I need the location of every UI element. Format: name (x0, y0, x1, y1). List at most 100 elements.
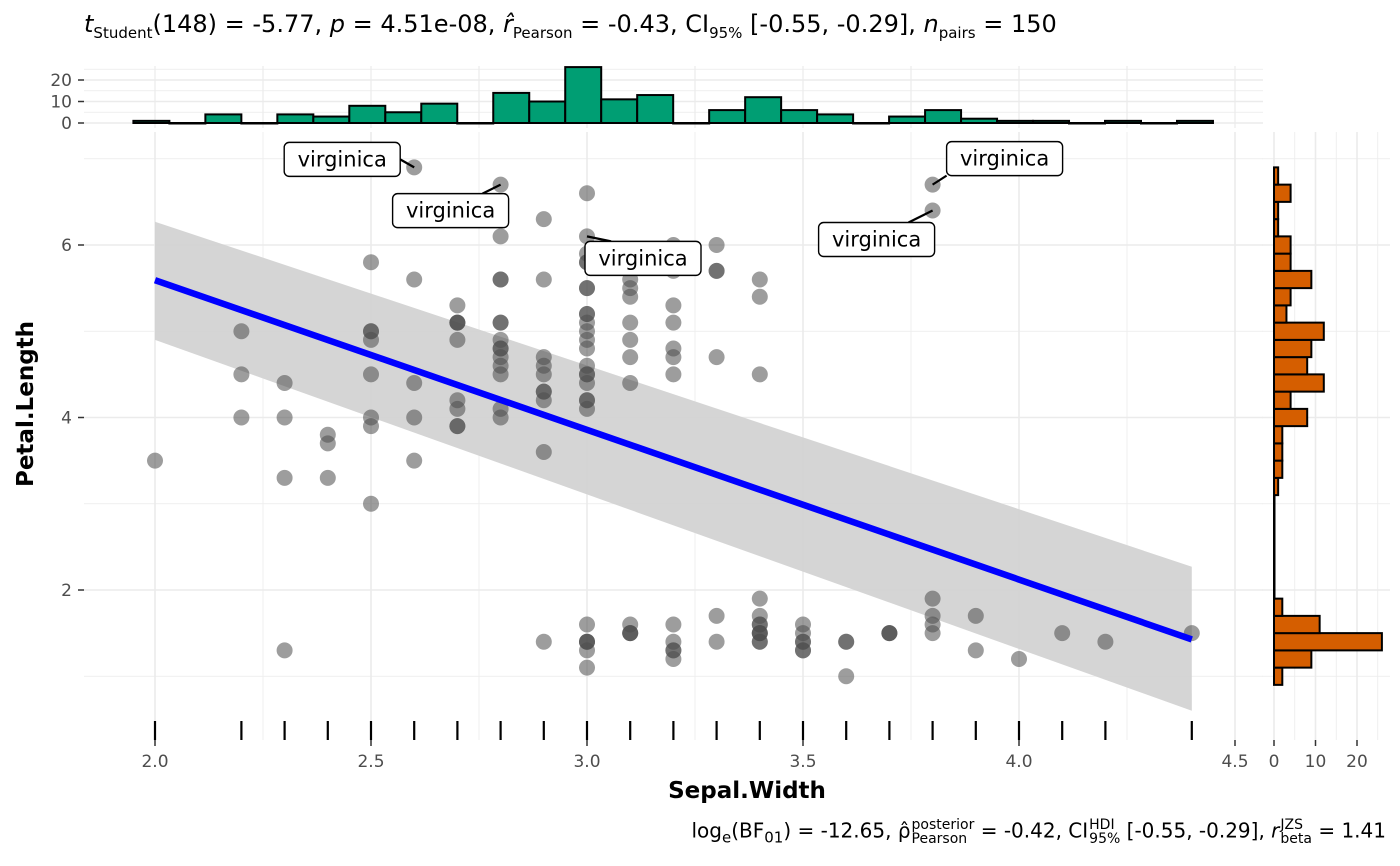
right-hist-bar (1273, 442, 1284, 462)
data-point (881, 625, 898, 642)
data-point (665, 366, 682, 383)
regression-group (153, 277, 1193, 643)
right-hist-bar (1273, 390, 1292, 410)
data-point (1054, 625, 1071, 642)
label-box (391, 192, 510, 229)
confidence-band (155, 221, 1192, 711)
point-label: virginica (960, 147, 1049, 171)
data-point (579, 357, 595, 374)
data-point (535, 271, 552, 288)
top-hist-bar (420, 102, 459, 125)
x-tick-label: 3.5 (789, 752, 816, 772)
top-hist-bar (528, 100, 567, 124)
rho-value: = -0.42, CI (974, 818, 1089, 843)
top-hist-bar (456, 122, 495, 125)
point-label: virginica (406, 199, 495, 223)
rho-supsub: posterior Pearson (912, 818, 975, 846)
data-point (492, 366, 509, 383)
top-hist-bar (132, 119, 171, 124)
label-connector (586, 235, 612, 243)
t-symbol: t (84, 10, 94, 38)
regression-line (153, 277, 1193, 643)
data-point (147, 452, 163, 469)
data-point (751, 271, 768, 288)
rho-superscript: posterior (911, 817, 975, 833)
right-hist-bar (1273, 321, 1325, 341)
r-superscript: JZS (1280, 817, 1304, 833)
rug-marks (153, 721, 1193, 740)
right-hist-bar (1273, 166, 1280, 186)
right-hist-bar (1273, 269, 1313, 290)
data-point (795, 642, 811, 659)
data-point (579, 659, 595, 676)
data-point (579, 392, 595, 409)
top-hist-bar (888, 115, 927, 125)
r-value: = -0.43, CI (572, 10, 710, 38)
data-point (665, 340, 682, 357)
data-point (708, 349, 725, 366)
data-point (838, 668, 855, 685)
x-axis-label: Sepal.Width (668, 778, 826, 804)
data-point (622, 331, 639, 348)
t-subscript: Student (93, 23, 153, 42)
data-point (751, 366, 768, 383)
data-point (449, 331, 466, 348)
right-hist-bar (1273, 597, 1284, 617)
data-point (622, 288, 639, 305)
x-tick-label: 2.0 (141, 752, 168, 772)
data-point (708, 607, 725, 624)
right-hist-bar (1273, 183, 1292, 203)
data-point (319, 435, 336, 452)
top-hist-bar (672, 122, 711, 125)
data-point (449, 314, 466, 331)
top-hist-bar (600, 98, 639, 124)
top-hist-bar (924, 109, 963, 124)
top-hist-bar (492, 91, 531, 125)
chart-caption: loge(BF01) = -12.65, ρ̂ posterior Pearson … (691, 818, 1386, 847)
data-point (535, 349, 552, 366)
data-point (751, 625, 768, 642)
data-point (535, 633, 552, 650)
data-point (622, 625, 639, 642)
right-hist-bar (1273, 338, 1313, 359)
ci-value: [-0.55, -0.29], (1120, 818, 1272, 843)
point-label: virginica (298, 147, 387, 171)
ci-value: [-0.55, -0.29], (742, 10, 924, 38)
label-box (283, 141, 401, 178)
top-hist-bar (1139, 122, 1178, 125)
n-subscript: pairs (938, 23, 976, 42)
chart-title: tStudent(148) = -5.77, p = 4.51e-08, r̂P… (84, 10, 1057, 42)
x-tick-label: 4.0 (1005, 752, 1032, 772)
data-point (622, 349, 639, 366)
data-point (795, 616, 811, 633)
top-hist-bar (348, 104, 387, 125)
data-point (276, 409, 293, 426)
top-hist-bar (708, 109, 747, 124)
r-supsub: JZS beta (1280, 818, 1312, 846)
right-hist-bar (1273, 356, 1309, 376)
top-hist-bar (1032, 119, 1071, 124)
right-hist-bar (1273, 459, 1284, 479)
data-point (1011, 651, 1027, 667)
right-hist-bar (1273, 563, 1276, 583)
data-point (449, 297, 466, 314)
data-point (406, 452, 423, 469)
bf-subscript: 01 (764, 828, 784, 847)
label-box (817, 221, 936, 258)
data-point (579, 340, 595, 357)
p-symbol: p (329, 10, 345, 38)
ci-supsub: HDI 95% (1089, 818, 1120, 846)
data-point (363, 366, 379, 383)
data-point (492, 400, 509, 417)
data-point (622, 314, 639, 331)
data-point (276, 469, 293, 486)
data-point (406, 409, 423, 426)
top-hist-tick-label: 0 (61, 114, 72, 134)
top-hist-bar (1175, 119, 1214, 124)
rho-symbol: ρ̂ (897, 818, 911, 843)
right-hist-tick-label: 0 (1269, 752, 1280, 772)
data-point (449, 418, 466, 435)
right-hist-bar (1273, 614, 1321, 635)
right-hist-bar (1273, 304, 1288, 324)
right-hist-bar (1273, 218, 1280, 238)
